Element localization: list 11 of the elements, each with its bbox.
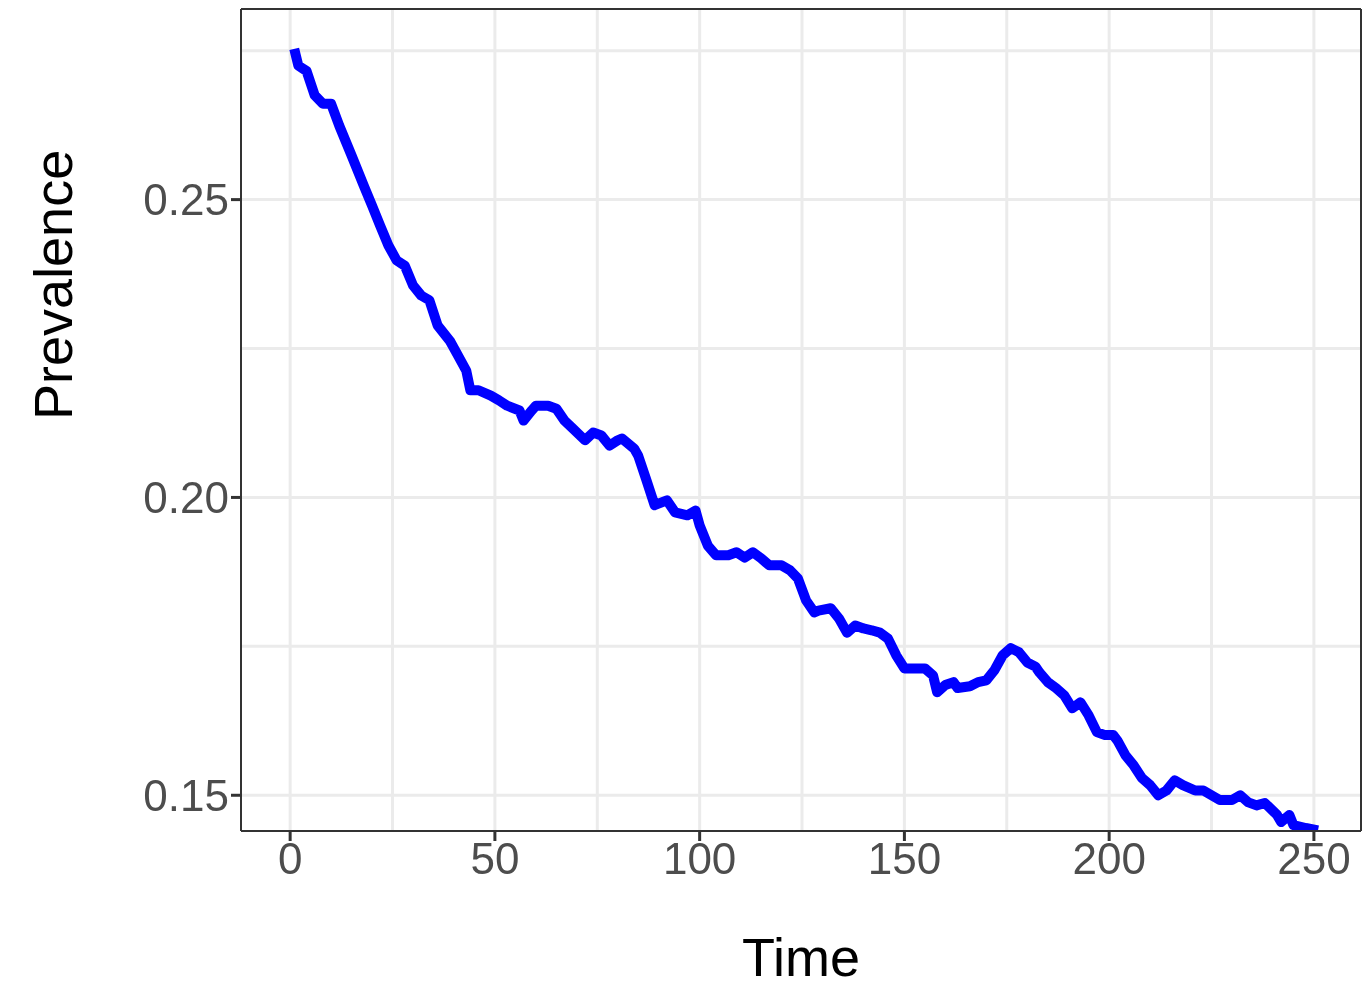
x-axis-title: Time (742, 927, 860, 986)
x-tick-label: 150 (867, 834, 942, 884)
x-tick-label: 100 (662, 834, 737, 884)
x-tick-label: 50 (470, 834, 520, 884)
y-axis-title: Prevalence (23, 149, 84, 420)
x-tick-label: 250 (1277, 834, 1351, 884)
x-tick-label: 200 (1072, 834, 1146, 884)
y-tick-label: 0.15 (143, 770, 229, 820)
y-tick-label: 0.25 (143, 175, 229, 225)
y-tick-label: 0.20 (143, 473, 229, 523)
x-tick-label: 0 (277, 834, 303, 884)
